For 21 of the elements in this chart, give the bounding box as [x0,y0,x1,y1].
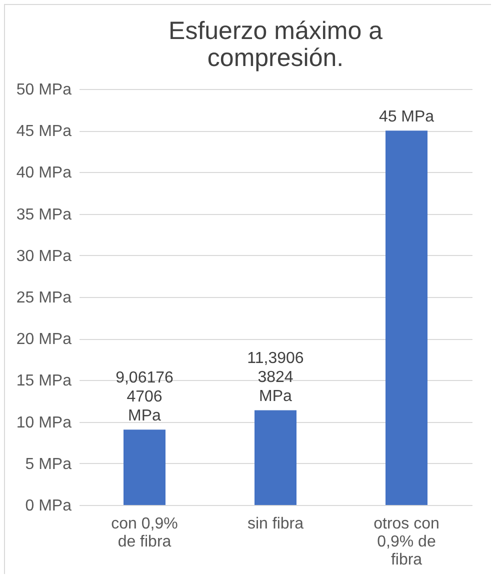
y-tick-label: 30 MPa [16,248,72,265]
x-tick-label: con 0,9% de fibra [111,516,178,550]
x-tick-label: otros con 0,9% de fibra [374,516,440,568]
y-tick-label: 5 MPa [25,456,72,473]
bar [254,410,296,505]
x-tick-label: sin fibra [247,516,304,532]
chart-title: Esfuerzo máximo a compresión. [168,17,383,72]
y-tick-label: 10 MPa [16,414,72,432]
y-tick-label: 25 MPa [16,290,72,306]
y-tick-label: 35 MPa [16,206,72,224]
y-tick-label: 20 MPa [16,331,72,348]
y-tick-label: 40 MPa [16,164,72,182]
y-tick-label: 15 MPa [16,372,72,390]
data-label: 45 MPa [378,108,434,126]
bar [386,130,428,505]
data-label: 11,39063824 MPa [247,350,304,406]
y-tick-label: 50 MPa [16,82,72,98]
y-tick-label: 0 MPa [25,498,72,514]
y-tick-label: 45 MPa [16,123,72,140]
data-label: 9,061764706 MPa [116,370,174,425]
bar [124,430,166,505]
